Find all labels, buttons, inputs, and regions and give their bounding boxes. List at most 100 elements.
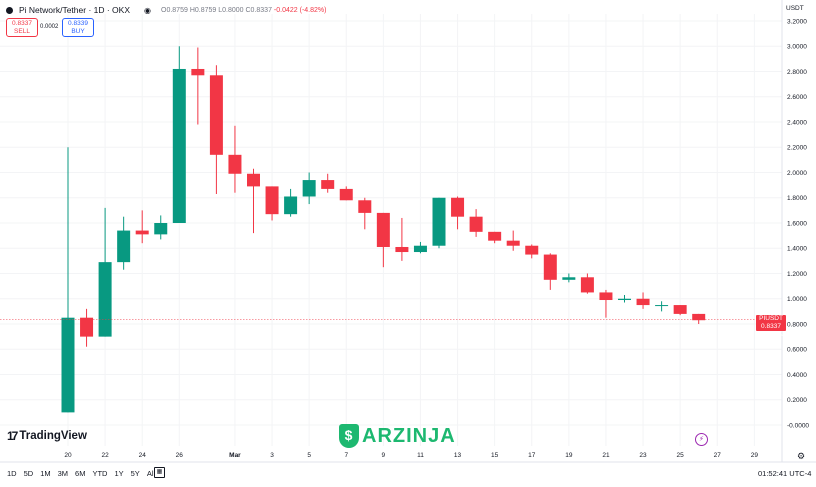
y-axis[interactable]: 3.2000 3.0000 2.8000 2.6000 2.4000 2.2000 2.00…	[787, 18, 809, 429]
ohlc-low: L0.8000	[218, 6, 244, 14]
tradingview-logo[interactable]: 17 TradingView	[7, 429, 87, 443]
candle-body[interactable]	[562, 277, 576, 280]
x-tick-label: 13	[454, 452, 462, 459]
symbol-title[interactable]: Pi Network/Tether · 1D · OKX	[19, 5, 131, 15]
utc-clock[interactable]: 01:52:41 UTC-4	[758, 469, 812, 478]
candle-body[interactable]	[302, 180, 316, 197]
y-tick-label: 1.2000	[787, 271, 807, 278]
range-ytd[interactable]: YTD	[92, 469, 108, 478]
range-toolbar: 1D 5D 1M 3M 6M YTD 1Y 5Y All	[7, 469, 155, 478]
x-tick-label: 5	[307, 452, 311, 459]
candle-body[interactable]	[80, 317, 94, 337]
candle-body[interactable]	[339, 188, 353, 201]
pi-network-icon	[6, 6, 13, 14]
candle-body[interactable]	[673, 305, 687, 314]
candle-body[interactable]	[432, 197, 446, 246]
candle-body[interactable]	[228, 154, 242, 174]
range-1m[interactable]: 1M	[40, 469, 51, 478]
buy-button[interactable]: 0.8339 BUY	[62, 18, 94, 37]
range-1d[interactable]: 1D	[7, 469, 17, 478]
candle-body[interactable]	[265, 186, 279, 215]
y-tick-label: 2.6000	[787, 94, 807, 101]
x-tick-label: 15	[491, 452, 499, 459]
ohlc-values: O0.8759 H0.8759 L0.8000 C0.8337 -0.0422 …	[161, 7, 326, 14]
tradingview-wordmark: TradingView	[19, 430, 87, 442]
x-axis[interactable]: 20 22 24 26 Mar 3 5 7 9 11 13 15 17 19 21 23 25 27 29	[64, 452, 758, 459]
sell-button[interactable]: 0.8337 SELL	[6, 18, 38, 37]
y-tick-label: 1.8000	[787, 195, 807, 202]
candle-body[interactable]	[154, 223, 168, 235]
range-5d[interactable]: 5D	[23, 469, 34, 478]
ohlc-open: O0.8759	[161, 6, 188, 14]
candle-body[interactable]	[451, 197, 465, 217]
buy-label: BUY	[71, 27, 85, 35]
candle-body[interactable]	[376, 212, 390, 247]
candle-body[interactable]	[636, 298, 650, 306]
candle-body[interactable]	[599, 292, 613, 301]
candle-body[interactable]	[117, 230, 131, 263]
y-tick-label: 3.2000	[787, 18, 807, 25]
candle-body[interactable]	[61, 317, 75, 413]
x-tick-label: 9	[382, 452, 386, 459]
eye-icon[interactable]: ◉	[144, 5, 151, 15]
candle-body[interactable]	[135, 230, 149, 235]
candle-body[interactable]	[321, 180, 335, 189]
candle-body[interactable]	[209, 75, 223, 155]
ohlc-high: H0.8759	[189, 6, 217, 14]
sell-label: SELL	[14, 27, 30, 35]
arzinja-watermark: $ ARZINJA	[339, 424, 456, 448]
x-tick-label: 26	[176, 452, 184, 459]
x-tick-label: 27	[714, 452, 722, 459]
ohlc-change: -0.0422 (-4.82%)	[273, 6, 327, 14]
candle-body[interactable]	[543, 254, 557, 280]
range-5y[interactable]: 5Y	[130, 469, 140, 478]
gear-icon[interactable]: ⚙	[797, 451, 806, 461]
x-tick-label: 17	[528, 452, 536, 459]
x-tick-label: 22	[101, 452, 109, 459]
x-tick-label: 20	[64, 452, 72, 459]
candle-body[interactable]	[191, 68, 205, 76]
shield-dollar-icon: $	[339, 424, 359, 448]
y-tick-label: 0.8000	[787, 321, 807, 328]
candle-body[interactable]	[172, 68, 186, 223]
price-tag-symbol-text: PIUSDT	[759, 315, 783, 322]
chart-legend: Pi Network/Tether · 1D · OKX ◉ O0.8759 H…	[6, 5, 326, 15]
y-tick-label: 1.0000	[787, 296, 807, 303]
y-tick-label: 2.0000	[787, 170, 807, 177]
candle-body[interactable]	[395, 246, 409, 253]
candle-body[interactable]	[618, 298, 631, 301]
price-tag-symbol: PIUSDT 0.8337	[756, 315, 786, 331]
candle-body[interactable]	[98, 262, 112, 337]
calendar-icon[interactable]: ▦	[154, 467, 165, 478]
range-3m[interactable]: 3M	[57, 469, 69, 478]
x-tick-label: 23	[639, 452, 647, 459]
candle-body[interactable]	[413, 245, 427, 253]
candle-body[interactable]	[580, 277, 594, 293]
y-tick-label: 0.2000	[787, 397, 807, 404]
tradingview-mark-icon: 17	[7, 429, 18, 443]
range-6m[interactable]: 6M	[75, 469, 86, 478]
candle-body[interactable]	[525, 245, 539, 255]
y-tick-label: 0.6000	[787, 347, 807, 354]
x-tick-label: 3	[270, 452, 274, 459]
y-tick-label: 0.4000	[787, 372, 807, 379]
candle-body[interactable]	[692, 313, 706, 321]
candle-body[interactable]	[358, 200, 372, 213]
x-tick-label: 7	[344, 452, 348, 459]
price-tag-price: 0.8337	[761, 323, 781, 330]
candle-body[interactable]	[284, 196, 298, 215]
x-tick-label: 11	[417, 452, 424, 459]
candles-group	[61, 46, 706, 413]
candle-body[interactable]	[488, 231, 502, 241]
candle-body[interactable]	[506, 240, 520, 246]
sell-price: 0.8337	[12, 20, 32, 27]
candle-body[interactable]	[247, 173, 260, 187]
range-all[interactable]: All	[146, 469, 156, 478]
candle-body[interactable]	[469, 216, 483, 232]
lightning-icon[interactable]: ⚡	[695, 433, 708, 446]
currency-label[interactable]: USDT	[786, 5, 804, 12]
spread-value: 0.0002	[40, 24, 59, 30]
range-1y[interactable]: 1Y	[114, 469, 124, 478]
candle-body[interactable]	[655, 305, 669, 307]
